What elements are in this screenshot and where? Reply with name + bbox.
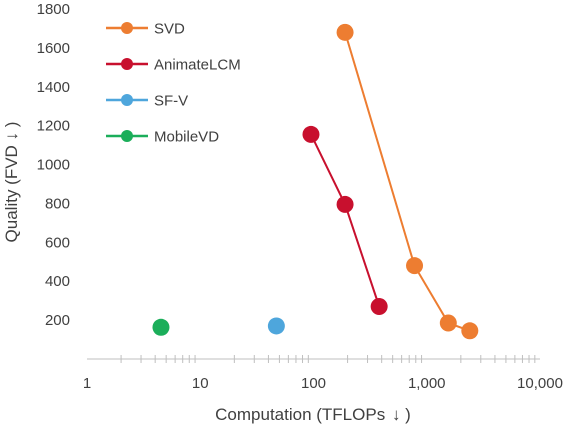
legend-marker-sf-v (121, 94, 133, 106)
animatelcm-point (302, 125, 320, 143)
animatelcm-point (370, 298, 388, 315)
legend-marker-mobilevd (121, 130, 133, 142)
x-axis-title-close: ) (405, 405, 411, 424)
legend-label-mobilevd: MobileVD (154, 129, 219, 146)
legend-marker-svd (121, 22, 133, 34)
animatelcm-line (310, 133, 381, 307)
y-axis-title-text: Quality (FVD (2, 145, 21, 242)
x-tick-label: 10,000 (517, 375, 563, 392)
svd-line (344, 32, 471, 332)
legend-marker-animatelcm (121, 58, 133, 70)
legend: SVD AnimateLCM SF-V MobileVD (106, 21, 241, 146)
legend-label-svd: SVD (154, 21, 185, 38)
y-axis-title: Quality (FVD ↓ ) (2, 122, 21, 243)
x-tick-label: 1,000 (408, 375, 446, 392)
y-tick-label: 1400 (37, 79, 70, 96)
x-axis-title-text: Computation (TFLOPs (215, 405, 385, 424)
y-tick-label: 1000 (37, 157, 70, 174)
y-axis-arrow: ↓ (2, 132, 21, 141)
x-tick-label: 1 (83, 375, 91, 392)
animatelcm-point (336, 195, 354, 213)
y-tick-label: 600 (45, 234, 70, 251)
mobilevd-point (152, 318, 170, 336)
svd-point (439, 314, 457, 332)
svd-point (461, 322, 479, 340)
y-tick-label: 1800 (37, 1, 70, 18)
y-tick-label: 200 (45, 312, 70, 329)
y-tick-label: 1600 (37, 40, 70, 57)
svd-point (336, 23, 354, 41)
y-tick-label: 400 (45, 273, 70, 290)
x-axis-arrow: ↓ (392, 405, 401, 424)
legend-label-animatelcm: AnimateLCM (154, 57, 241, 74)
x-tick-label: 100 (301, 375, 326, 392)
y-tick-label: 800 (45, 195, 70, 212)
y-tick-label: 1200 (37, 118, 70, 135)
legend-label-sf-v: SF-V (154, 93, 188, 110)
svd-point (406, 257, 424, 275)
sf-v-point (267, 317, 285, 335)
y-axis-title-close: ) (2, 122, 21, 128)
x-tick-label: 10 (192, 375, 209, 392)
x-axis-title: Computation (TFLOPs ↓ ) (215, 405, 411, 424)
